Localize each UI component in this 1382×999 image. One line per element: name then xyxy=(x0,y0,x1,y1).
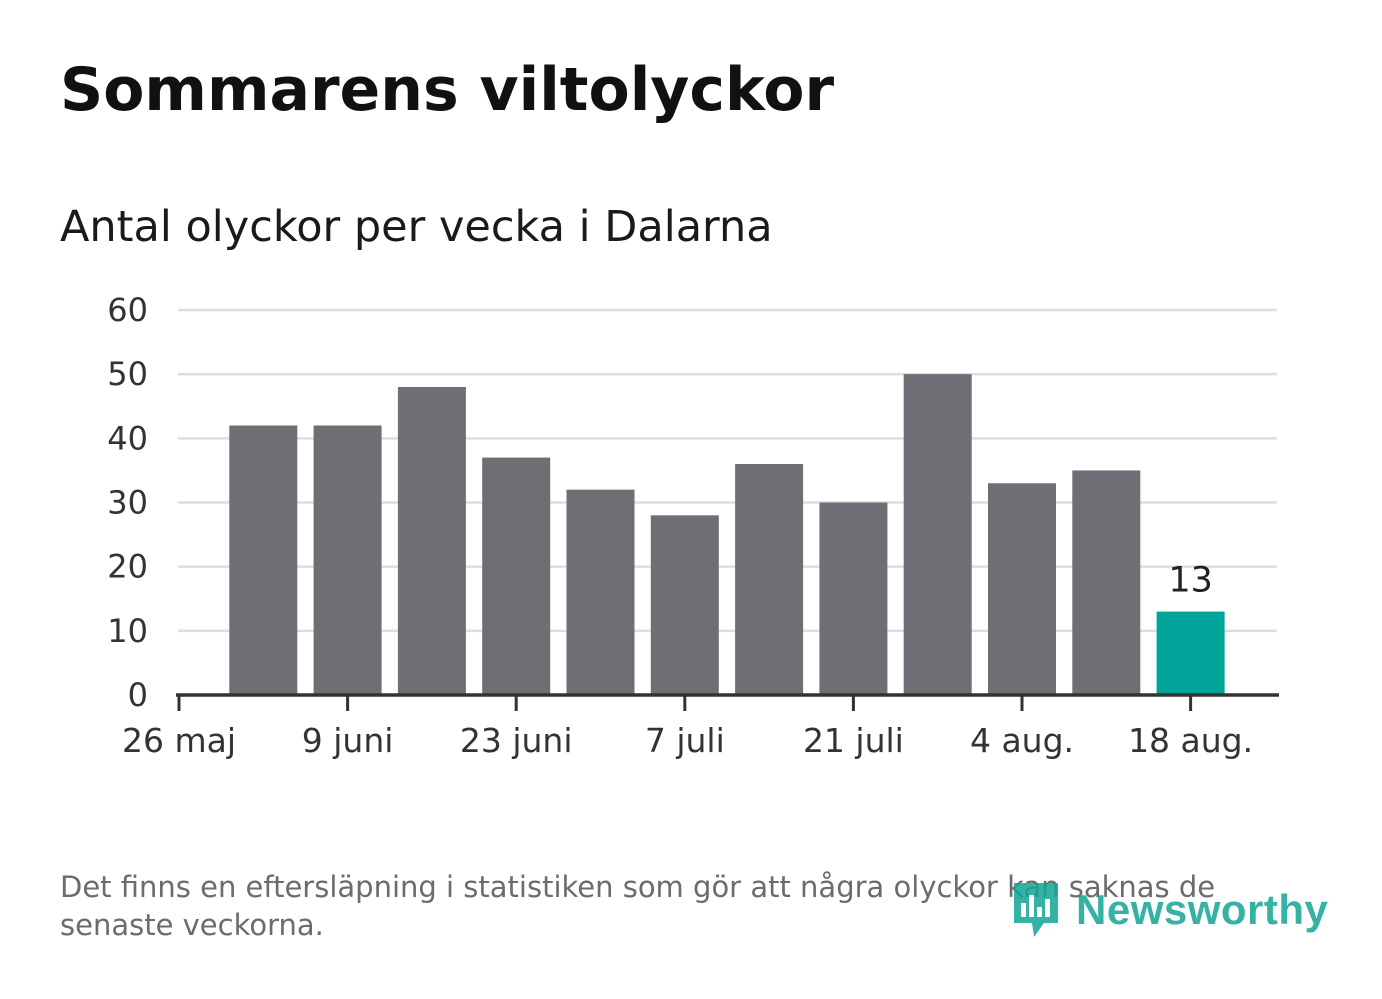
y-tick-label: 30 xyxy=(107,484,148,522)
y-tick-label: 20 xyxy=(107,548,148,586)
x-tick-label: 7 juli xyxy=(645,721,725,760)
x-tick-label: 23 juni xyxy=(460,721,573,760)
x-tick-label: 21 juli xyxy=(803,721,904,760)
chart-subtitle: Antal olyckor per vecka i Dalarna xyxy=(60,202,773,252)
chart-title: Sommarens viltolyckor xyxy=(60,55,835,125)
newsworthy-logo-icon xyxy=(1014,883,1058,937)
bar xyxy=(1072,470,1141,695)
x-tick-label: 18 aug. xyxy=(1128,721,1253,760)
bar xyxy=(313,425,382,695)
x-tick-label: 26 maj xyxy=(122,721,236,760)
bar xyxy=(566,489,635,695)
brand-name: Newsworthy xyxy=(1076,886,1329,933)
bar xyxy=(819,502,888,695)
x-tick-label: 9 juni xyxy=(302,721,394,760)
y-tick-label: 60 xyxy=(107,291,148,329)
y-tick-label: 50 xyxy=(107,355,148,393)
y-tick-label: 10 xyxy=(107,612,148,650)
bar xyxy=(903,374,972,695)
x-axis-ticks: 26 maj 9 juni 23 juni 7 juli 21 juli 4 aug. 18… xyxy=(122,695,1253,760)
bar-highlight xyxy=(1156,611,1225,695)
bar-value-label: 13 xyxy=(1168,561,1213,601)
bar xyxy=(482,457,551,695)
bar xyxy=(650,515,719,695)
bars xyxy=(229,374,1225,695)
brand-logo: Newsworthy xyxy=(1010,878,1328,942)
bar xyxy=(988,483,1056,695)
y-tick-label: 0 xyxy=(128,676,148,714)
bar xyxy=(735,464,804,695)
bar xyxy=(229,425,298,695)
y-tick-label: 40 xyxy=(107,419,148,457)
bar xyxy=(397,387,466,695)
x-tick-label: 4 aug. xyxy=(970,721,1074,760)
y-axis-ticks: 0 10 20 30 40 50 60 xyxy=(107,291,148,714)
data-labels: 13 xyxy=(1168,561,1213,601)
